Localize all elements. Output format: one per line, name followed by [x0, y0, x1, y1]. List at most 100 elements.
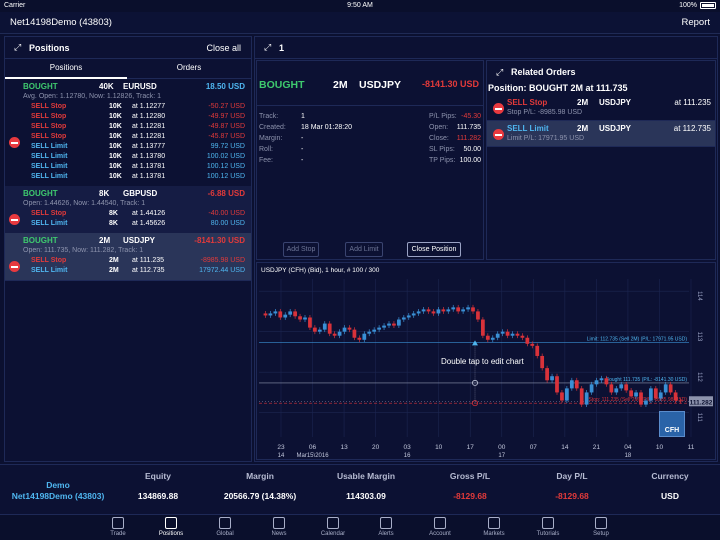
position-group[interactable] [5, 233, 251, 281]
account-col-value: USD [661, 491, 679, 501]
candle-body [293, 311, 297, 317]
order-size: 10K [109, 173, 122, 180]
detail-field-value: - [301, 146, 304, 153]
tab-positions[interactable]: Positions [151, 517, 191, 537]
current-price-box [689, 396, 713, 407]
tutorials-icon [542, 517, 554, 529]
report-button[interactable]: Report [681, 17, 710, 28]
cancel-order-icon[interactable] [493, 103, 504, 114]
account-col-label: Gross P/L [449, 471, 491, 481]
order-pl: -8985.98 USD [200, 257, 245, 264]
summary-pl: -8141.30 USD [421, 79, 479, 89]
battery-icon [700, 2, 716, 9]
tab-account[interactable]: Account [420, 517, 460, 537]
candle-body [263, 313, 268, 316]
order-type[interactable]: SELL Limit [31, 163, 68, 170]
candle-body [322, 323, 327, 330]
candle-body [663, 384, 668, 393]
account-title: Net14198Demo (43803) [10, 17, 112, 28]
candle-body [382, 325, 386, 328]
tab-trade[interactable]: Trade [98, 517, 138, 537]
candle-body [426, 309, 431, 312]
account-col-label: Equity [145, 471, 171, 481]
tab-news[interactable]: News [259, 517, 299, 537]
account-name-value: Net14198Demo (43803) [11, 491, 105, 501]
candle-body [451, 307, 456, 310]
candle-body [619, 384, 624, 389]
order-pl: 100.12 USD [206, 163, 245, 170]
candle-body [589, 384, 594, 393]
order-type[interactable]: SELL Limit [31, 173, 68, 180]
position-symbol: GBPUSD [123, 189, 158, 198]
order-type[interactable]: SELL Stop [31, 103, 67, 110]
related-order-sub: Limit P/L: 17971.95 USD [507, 135, 585, 142]
tab-positions-label: Positions [158, 531, 184, 537]
order-type[interactable]: SELL Stop [31, 257, 67, 264]
positions-icon [165, 517, 177, 529]
order-price: at 1.13780 [132, 153, 166, 160]
x-sub-label: 14 [278, 453, 285, 459]
position-group[interactable] [5, 186, 251, 234]
x-tick-label: 10 [656, 444, 664, 451]
tab-calendar[interactable]: Calendar [313, 517, 353, 537]
candle-body [332, 333, 337, 336]
detail-field-value: - [301, 135, 304, 142]
detail-field-label: TP Pips: [429, 157, 456, 164]
clock: 9:50 AM [347, 2, 373, 9]
summary-side: BOUGHT [259, 79, 305, 91]
order-type[interactable]: SELL Stop [31, 133, 67, 140]
expand-icon[interactable]: ⤢ [14, 42, 22, 52]
x-tick-label: 17 [467, 444, 475, 451]
tab-positions[interactable]: Positions [49, 63, 83, 72]
add-stop-button[interactable]: Add Stop [283, 242, 319, 257]
tab-setup[interactable]: Setup [581, 517, 621, 537]
x-tick-label: 21 [593, 444, 601, 451]
candle-body [495, 333, 500, 338]
order-price: at 112.735 [132, 267, 165, 274]
order-type[interactable]: SELL Limit [31, 153, 68, 160]
order-type[interactable]: SELL Limit [31, 143, 68, 150]
detail-field-value: -45.30 [461, 113, 481, 120]
close-position-icon[interactable] [9, 261, 20, 272]
order-price: at 1.12281 [132, 123, 166, 130]
x-tick-label: 20 [372, 444, 380, 451]
candle-body [308, 317, 312, 328]
tab-global[interactable]: Global [205, 517, 245, 537]
candle-body [401, 317, 406, 320]
order-type[interactable]: SELL Stop [31, 123, 67, 130]
order-size: 10K [109, 123, 122, 130]
account-col-label: Margin [246, 471, 274, 481]
related-order-row[interactable] [487, 95, 715, 121]
order-type[interactable]: SELL Limit [31, 220, 68, 227]
order-size: 10K [109, 163, 122, 170]
close-all-button[interactable]: Close all [206, 43, 241, 53]
add-limit-button[interactable]: Add Limit [345, 242, 383, 257]
related-order-row[interactable] [487, 121, 715, 147]
x-sub-label: 16 [404, 453, 411, 459]
x-tick-label: 06 [309, 444, 317, 451]
close-position-button[interactable]: Close Position [407, 242, 461, 257]
x-tick-label: 23 [277, 444, 285, 451]
close-position-icon[interactable] [9, 137, 20, 148]
related-order-sub: Stop P/L: -8985.98 USD [507, 109, 583, 116]
order-type[interactable]: SELL Limit [31, 267, 68, 274]
close-position-icon[interactable] [9, 214, 20, 225]
cancel-order-icon[interactable] [493, 129, 504, 140]
candle-body [357, 337, 362, 340]
candle-body [569, 380, 574, 389]
order-size: 10K [109, 113, 122, 120]
position-info: Open: 1.44626, Now: 1.44540, Track: 1 [23, 200, 146, 207]
expand-detail-icon[interactable]: ⤢ [264, 42, 272, 52]
order-type[interactable]: SELL Stop [31, 210, 67, 217]
order-type[interactable]: SELL Stop [31, 113, 67, 120]
chart-panel[interactable]: 114 113 112 111 23 06 13 20 03 10 17 00 07 14 21 04 10 11… [256, 262, 716, 460]
related-expand-icon[interactable]: ⤢ [496, 67, 504, 77]
account-col-value: -8129.68 [555, 491, 589, 501]
account-col-value: 20566.79 (14.38%) [223, 491, 297, 501]
tab-markets[interactable]: Markets [474, 517, 514, 537]
top-bar: Net14198Demo (43803) Report [0, 12, 720, 34]
tab-tutorials[interactable]: Tutorials [528, 517, 568, 537]
tab-orders[interactable]: Orders [176, 63, 202, 72]
tab-alerts[interactable]: Alerts [366, 517, 406, 537]
price-chart[interactable]: 114 113 112 111 23 06 13 20 03 10 17 00 07 14 21 04 10 11… [257, 263, 715, 459]
